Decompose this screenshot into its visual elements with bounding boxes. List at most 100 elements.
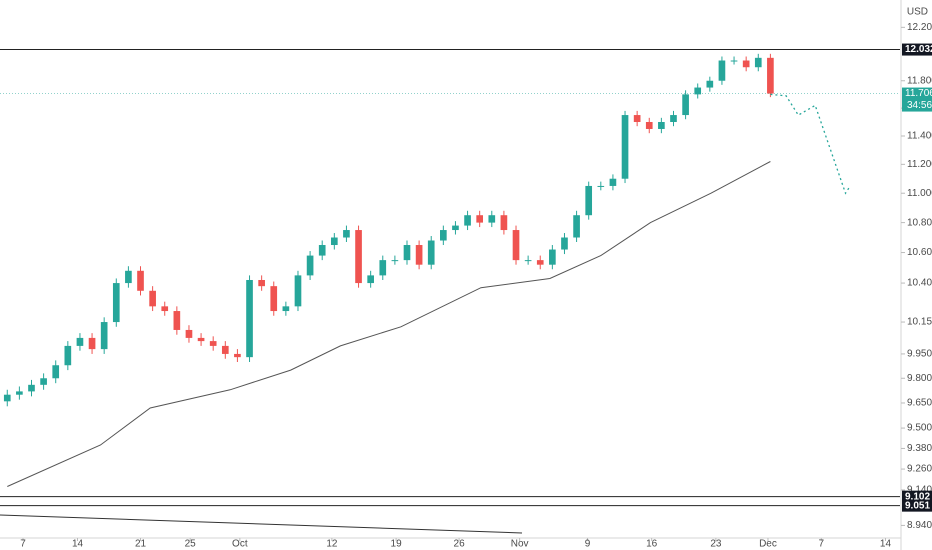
level-label: 12.032 <box>905 44 932 55</box>
candle-body <box>306 255 314 276</box>
y-tick-label: 10.800 <box>907 217 932 228</box>
candle-body <box>52 365 60 379</box>
level-label-box <box>902 490 932 503</box>
candle-body <box>694 87 702 95</box>
candle-body <box>524 260 532 262</box>
candle-body <box>221 345 229 354</box>
candle-body <box>415 245 423 265</box>
candle-body <box>173 311 181 330</box>
y-tick-label: 9.140 <box>907 485 932 496</box>
y-tick-label: 11.000 <box>907 188 932 199</box>
candle-body <box>512 230 520 261</box>
candle-body <box>209 341 217 346</box>
candle-body <box>718 60 726 81</box>
candle-body <box>573 215 580 238</box>
candle-body <box>3 394 11 402</box>
candle-body <box>161 306 169 312</box>
x-tick-label: 16 <box>646 539 658 550</box>
candle-body <box>16 391 23 395</box>
candle-body <box>379 260 387 276</box>
candle-body <box>609 178 617 186</box>
candle-body <box>561 237 568 250</box>
candle-body <box>367 275 374 284</box>
y-tick-label: 9.950 <box>907 349 932 360</box>
candle-body <box>282 306 290 312</box>
x-tick-label: 9 <box>585 539 591 550</box>
x-tick-label: 12 <box>326 539 338 550</box>
y-tick-label: 10.400 <box>907 278 932 289</box>
y-tick-label: 8.940 <box>907 520 932 531</box>
candle-body <box>670 115 677 123</box>
candle-body <box>76 337 84 346</box>
candle-body <box>754 57 762 68</box>
candle-body <box>64 345 72 366</box>
x-tick-label: 7 <box>818 539 824 550</box>
candle-body <box>246 279 253 358</box>
candle-body <box>258 279 265 287</box>
candle-body <box>234 353 241 358</box>
x-tick-label: Dec <box>759 539 777 550</box>
candle-body <box>270 286 278 312</box>
candle-body <box>440 230 447 241</box>
candle-body <box>149 290 156 307</box>
candle-body <box>330 237 338 246</box>
moving-average <box>7 161 771 487</box>
candle-body <box>500 215 508 231</box>
level-label-box <box>902 499 932 512</box>
currency-label: USD <box>907 7 928 18</box>
candle-body <box>40 378 47 385</box>
candle-body <box>597 185 605 187</box>
candle-body <box>125 270 132 284</box>
y-tick-label: 10.150 <box>907 317 932 328</box>
y-tick-label: 10.600 <box>907 247 932 258</box>
candle-body <box>767 57 774 94</box>
candle-body <box>488 215 496 223</box>
candle-body <box>343 230 350 238</box>
y-tick-label: 9.800 <box>907 373 932 384</box>
y-tick-label: 9.380 <box>907 443 932 454</box>
y-tick-label: 9.650 <box>907 398 932 409</box>
candle-body <box>318 245 326 256</box>
candle-body <box>730 60 738 62</box>
candle-body <box>645 122 653 129</box>
x-tick-label: 26 <box>454 539 466 550</box>
y-tick-label: 11.200 <box>907 159 932 170</box>
y-tick-label: 11.400 <box>907 131 932 142</box>
candle-body <box>452 225 459 231</box>
trend-line <box>0 514 523 534</box>
candle-body <box>197 337 205 342</box>
countdown: 34:56 <box>907 100 932 111</box>
candle-body <box>185 329 193 338</box>
candle-body <box>28 384 35 392</box>
candle-body <box>100 322 108 350</box>
candle-body <box>427 240 435 265</box>
candle-body <box>294 275 302 307</box>
last-price-label: 11.706 <box>905 88 932 99</box>
candle-body <box>476 215 484 223</box>
last-price-box <box>902 87 932 112</box>
candle-body <box>549 249 556 265</box>
y-tick-label: 11.800 <box>907 75 932 86</box>
level-label: 9.102 <box>905 491 930 502</box>
candle-body <box>88 337 96 350</box>
candle-body <box>112 283 120 323</box>
candle-body <box>403 245 411 261</box>
x-tick-label: 7 <box>20 539 26 550</box>
x-tick-label: 21 <box>135 539 147 550</box>
candle-body <box>621 115 629 179</box>
candle-body <box>633 115 641 123</box>
candle-body <box>355 230 362 284</box>
candle-body <box>742 60 750 68</box>
candle-body <box>585 185 593 216</box>
y-tick-label: 12.200 <box>907 22 932 33</box>
x-tick-label: Nov <box>511 539 529 550</box>
x-tick-label: 23 <box>710 539 722 550</box>
x-tick-label: 14 <box>72 539 84 550</box>
candle-body <box>137 270 144 291</box>
level-label: 9.051 <box>905 500 930 511</box>
x-tick-label: 25 <box>185 539 197 550</box>
candle-body <box>658 122 665 129</box>
x-tick-label: Oct <box>232 539 248 550</box>
y-tick-label: 9.260 <box>907 464 932 475</box>
